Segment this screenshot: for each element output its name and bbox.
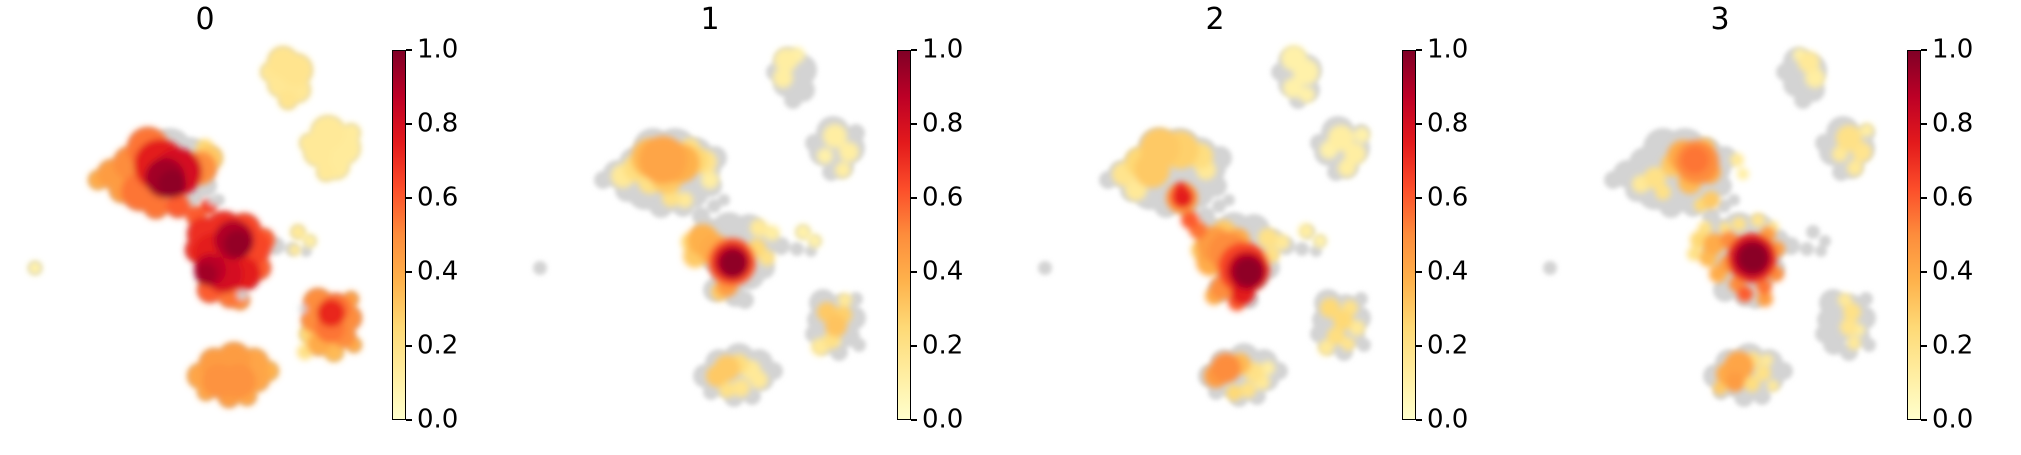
tick-label: 0.0 bbox=[417, 404, 459, 435]
colorbar-gradient bbox=[392, 50, 406, 420]
colorbar-3: 1.0 0.8 0.6 0.4 0.2 0.0 bbox=[1907, 34, 1973, 434]
tick-label: 0.4 bbox=[1427, 256, 1469, 287]
tick-mark bbox=[1921, 197, 1927, 200]
panel-title-0: 0 bbox=[195, 2, 215, 37]
tick-mark bbox=[911, 419, 917, 422]
tick-mark bbox=[1921, 123, 1927, 126]
colorbar-gradient bbox=[1907, 50, 1921, 420]
colorbar-gradient bbox=[897, 50, 911, 420]
umap-embedding-plot-0 bbox=[28, 46, 362, 408]
tick-mark bbox=[1921, 419, 1927, 422]
tick-mark bbox=[1921, 271, 1927, 274]
tick-mark bbox=[911, 271, 917, 274]
tick-label: 0.2 bbox=[417, 330, 459, 361]
tick-label: 1.0 bbox=[1427, 34, 1469, 65]
tick-label: 0.6 bbox=[922, 182, 964, 213]
tick-mark bbox=[911, 49, 917, 52]
umap-panel-0: 0 1.0 0.8 0.6 0.4 0.2 0.0 bbox=[0, 0, 505, 455]
umap-panel-2: 2 1.0 0.8 0.6 0.4 0.2 0.0 bbox=[1010, 0, 1515, 455]
tick-mark bbox=[406, 197, 412, 200]
tick-mark bbox=[1416, 345, 1422, 348]
tick-mark bbox=[1921, 345, 1927, 348]
tick-mark bbox=[1416, 49, 1422, 52]
tick-mark bbox=[406, 345, 412, 348]
colorbar-0: 1.0 0.8 0.6 0.4 0.2 0.0 bbox=[392, 34, 458, 434]
tick-mark bbox=[406, 419, 412, 422]
tick-label: 1.0 bbox=[1932, 34, 1974, 65]
umap-embedding-plot-3 bbox=[1543, 47, 1876, 407]
tick-mark bbox=[1416, 197, 1422, 200]
tick-mark bbox=[911, 345, 917, 348]
tick-label: 0.4 bbox=[922, 256, 964, 287]
tick-label: 0.2 bbox=[1427, 330, 1469, 361]
tick-mark bbox=[1921, 49, 1927, 52]
tick-mark bbox=[406, 49, 412, 52]
tick-mark bbox=[911, 197, 917, 200]
tick-label: 0.0 bbox=[1932, 404, 1974, 435]
umap-panel-3: 3 1.0 0.8 0.6 0.4 0.2 0.0 bbox=[1515, 0, 2021, 455]
tick-mark bbox=[406, 123, 412, 126]
tick-label: 0.6 bbox=[417, 182, 459, 213]
colorbar-1: 1.0 0.8 0.6 0.4 0.2 0.0 bbox=[897, 34, 963, 434]
tick-label: 1.0 bbox=[922, 34, 964, 65]
tick-mark bbox=[1416, 123, 1422, 126]
tick-label: 0.8 bbox=[1427, 108, 1469, 139]
colorbar-gradient bbox=[1402, 50, 1416, 420]
tick-label: 0.0 bbox=[1427, 404, 1469, 435]
colorbar-2: 1.0 0.8 0.6 0.4 0.2 0.0 bbox=[1402, 34, 1468, 434]
tick-label: 0.8 bbox=[1932, 108, 1974, 139]
tick-label: 0.2 bbox=[922, 330, 964, 361]
umap-embedding-plot-1 bbox=[533, 47, 866, 407]
panel-title-1: 1 bbox=[700, 2, 720, 37]
tick-label: 0.2 bbox=[1932, 330, 1974, 361]
tick-label: 0.6 bbox=[1932, 182, 1974, 213]
tick-mark bbox=[1416, 419, 1422, 422]
umap-panel-1: 1 1.0 0.8 0.6 0.4 0.2 0.0 bbox=[505, 0, 1010, 455]
tick-label: 1.0 bbox=[417, 34, 459, 65]
tick-mark bbox=[1416, 271, 1422, 274]
tick-label: 0.8 bbox=[417, 108, 459, 139]
panel-title-3: 3 bbox=[1710, 2, 1730, 37]
panel-title-2: 2 bbox=[1205, 2, 1225, 37]
tick-mark bbox=[911, 123, 917, 126]
tick-mark bbox=[406, 271, 412, 274]
tick-label: 0.6 bbox=[1427, 182, 1469, 213]
tick-label: 0.0 bbox=[922, 404, 964, 435]
tick-label: 0.8 bbox=[922, 108, 964, 139]
tick-label: 0.4 bbox=[417, 256, 459, 287]
umap-embedding-plot-2 bbox=[1038, 45, 1371, 407]
tick-label: 0.4 bbox=[1932, 256, 1974, 287]
